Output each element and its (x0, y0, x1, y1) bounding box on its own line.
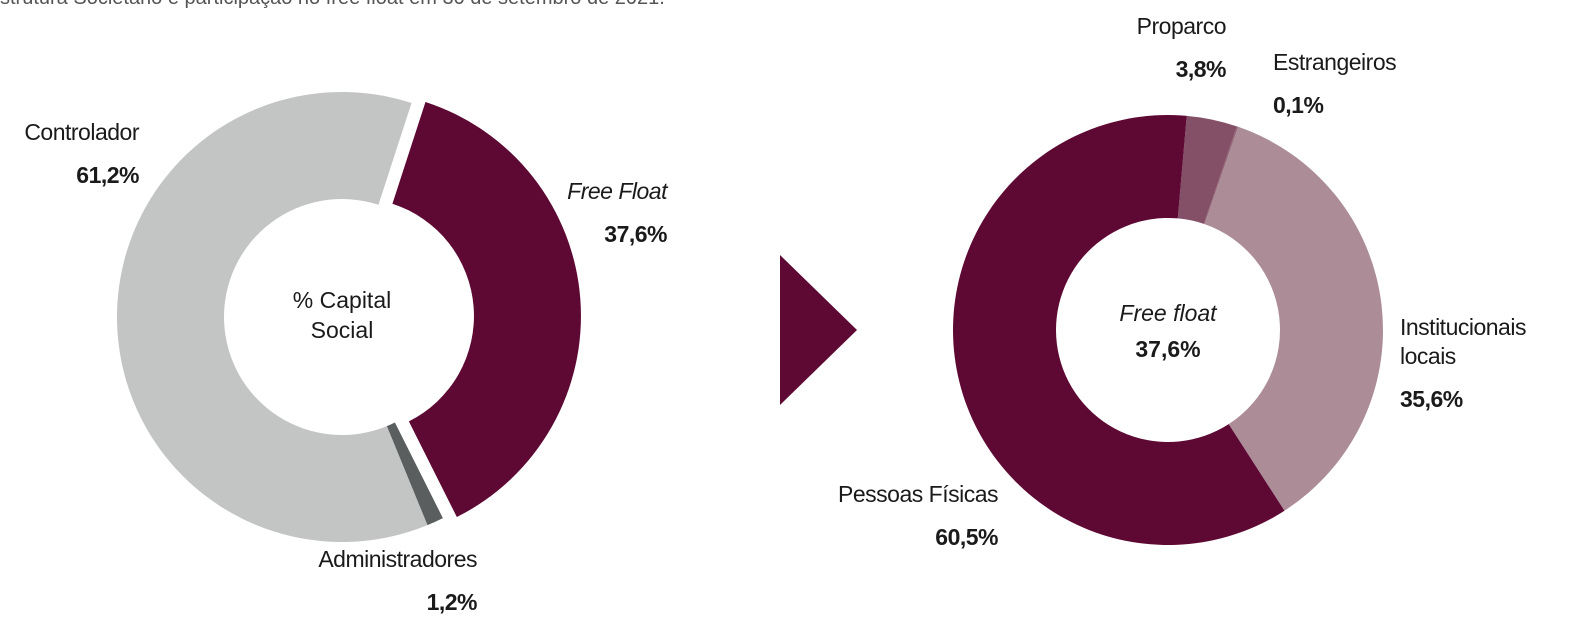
caption: strutura Societário e participação no fr… (0, 0, 665, 10)
category-label: Estrangeiros (1273, 49, 1397, 75)
wedge (117, 91, 428, 543)
slice-label: Administradores 1,2% (217, 545, 477, 617)
slice-label: Estrangeiros 0,1% (1273, 48, 1533, 120)
slice-label: Free Float 37,6% (407, 177, 667, 249)
category-label: Administradores (318, 546, 477, 572)
category-label: Free Float (567, 178, 667, 204)
slice-label: Controlador 61,2% (0, 118, 139, 190)
wedge (386, 422, 443, 526)
value-label: 35,6% (1400, 386, 1463, 412)
slice-label: Proparco 3,8% (966, 12, 1227, 84)
arrow (780, 255, 857, 405)
value-label: 1,2% (426, 589, 478, 615)
center-value: 37,6% (1135, 336, 1201, 362)
value-label: 60,5% (935, 524, 998, 550)
category-label: Institucionais locais (1400, 314, 1526, 369)
wedge (953, 115, 1285, 545)
value-label: 3,8% (1175, 56, 1227, 82)
center-title: Free float (1119, 300, 1217, 326)
slice-label: Pessoas Físicas 60,5% (738, 480, 998, 552)
wedge (1204, 126, 1384, 511)
category-label: Pessoas Físicas (838, 481, 998, 507)
wedge (1177, 115, 1237, 224)
center-title: % Capital Social (292, 287, 392, 343)
center-label: Free float 37,6% (1098, 298, 1238, 364)
slice-label: Institucionais locais 35,6% (1400, 313, 1570, 414)
category-label: Proparco (1136, 13, 1227, 39)
wedge (392, 101, 581, 518)
wedge (1203, 126, 1239, 225)
value-label: 61,2% (76, 162, 139, 188)
value-label: 37,6% (604, 221, 667, 247)
category-label: Controlador (24, 119, 139, 145)
value-label: 0,1% (1273, 92, 1324, 118)
center-label: % Capital Social (282, 285, 402, 345)
